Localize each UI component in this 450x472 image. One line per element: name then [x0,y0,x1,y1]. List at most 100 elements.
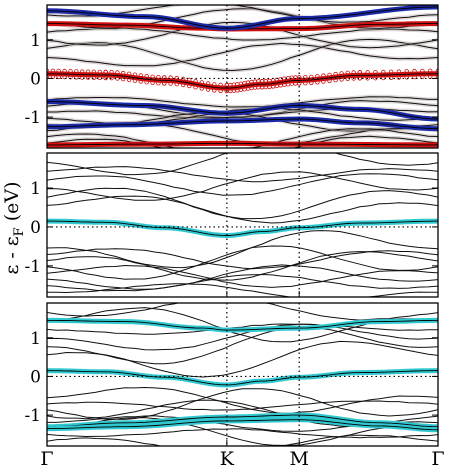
panel-top: -1 0 1 [24,4,439,149]
band-marker [388,69,394,74]
y-tick-label: -1 [24,257,41,277]
band-series-middle-0 [47,218,438,239]
background-band [47,400,438,411]
band-marker [91,75,97,80]
band-marker [396,75,402,80]
band-marker [150,74,155,79]
band-marker [50,68,56,73]
band-series-core-top-0 [47,73,438,89]
band-marker [309,74,314,80]
y-tick-label: -1 [24,108,41,128]
band-marker [381,69,386,75]
x-tick-label: Γ [40,448,53,468]
band-marker [365,70,370,75]
band-marker [62,74,67,80]
band-marker [428,68,433,73]
band-marker [85,75,91,80]
panel-middle-plot-area [47,153,438,297]
band-marker [315,80,320,85]
band-marker [420,74,425,80]
background-band [47,386,438,414]
band-marker [187,77,192,83]
band-marker [168,81,173,86]
background-band [47,42,438,67]
background-band [47,27,438,41]
band-marker [132,72,138,77]
band-marker [420,68,425,74]
band-marker [156,74,161,80]
band-marker [97,69,102,75]
band-marker [187,83,192,89]
band-marker [351,70,356,75]
band-marker [297,75,302,80]
band-marker [126,71,132,76]
band-marker [333,71,338,77]
band-marker [205,87,211,92]
band-marker [120,76,126,82]
band-marker [103,75,108,81]
y-tick-label: 0 [30,218,41,238]
band-marker [412,74,417,80]
background-band [47,434,438,446]
panel-top-plot-area [47,5,438,148]
x-tick-label: M [289,448,308,468]
background-band [47,8,438,29]
panel-frame [46,302,439,447]
background-band [47,303,438,321]
y-tick-label: 1 [30,329,41,349]
band-marker [412,68,417,74]
y-axis-label-main: ε - εF (eV) [1,181,27,274]
band-marker [435,74,438,79]
band-marker [303,74,308,80]
band-series-core-top-5 [47,118,438,130]
band-marker [339,71,344,76]
band-marker [138,79,143,84]
band-marker [435,68,438,73]
background-band [47,251,438,281]
y-tick-label: 0 [30,69,41,89]
band-marker [345,70,350,75]
band-marker [365,76,370,81]
band-marker [373,69,378,75]
band-marker [212,88,217,93]
band-marker [388,75,394,80]
background-band [47,307,438,343]
band-marker [79,75,85,80]
band-marker [396,69,402,74]
band-marker [199,80,204,85]
y-tick-label: 1 [30,31,41,51]
band-series-core-bottom-0 [47,370,438,386]
band-marker [404,75,409,80]
band-marker [156,80,161,86]
background-band [47,96,438,108]
band-marker [103,69,108,75]
band-marker [138,73,143,78]
background-band [47,264,438,290]
background-band [47,323,438,351]
panel-bottom: -1 0 1 Γ K M Γ [24,302,445,470]
panel-middle: -1 0 1 [24,152,439,298]
y-tick-label: 1 [30,179,41,199]
background-band [47,264,438,288]
band-marker [404,69,409,74]
band-marker [174,81,179,87]
background-band [47,273,438,292]
panel-bottom-plot-area [47,303,438,446]
background-band [47,417,438,446]
band-marker [132,78,138,83]
band-marker [150,80,155,85]
band-marker [321,73,326,78]
background-band [47,128,438,148]
band-marker [56,68,61,74]
band-marker [120,70,126,76]
background-band [47,326,438,365]
background-band [47,340,438,378]
band-series-core-middle-0 [47,220,438,236]
band-marker [56,74,61,80]
band-marker [85,69,91,74]
band-marker [218,82,223,88]
background-band [47,428,438,439]
band-marker [79,69,85,74]
panel-frame [46,4,439,149]
